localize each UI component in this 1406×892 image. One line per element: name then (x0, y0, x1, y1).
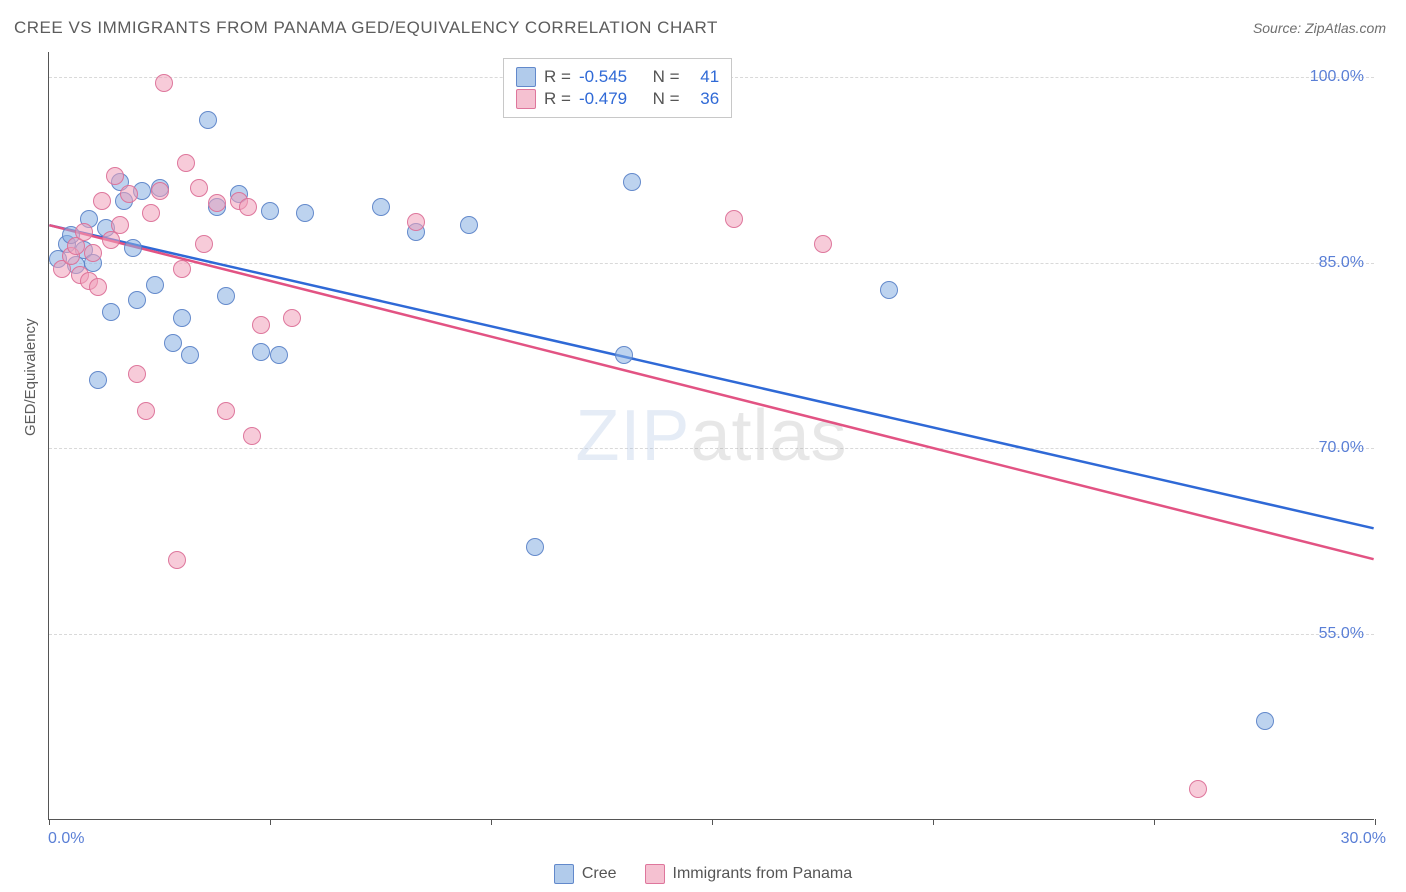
data-point (106, 167, 124, 185)
n-value: 36 (700, 89, 719, 109)
data-point (270, 346, 288, 364)
stats-box: R = -0.545 N = 41 R = -0.479 N = 36 (503, 58, 732, 118)
bottom-legend: Cree Immigrants from Panama (0, 864, 1406, 884)
data-point (84, 244, 102, 262)
x-tick (933, 819, 934, 825)
n-label: N = (653, 67, 680, 87)
stats-row: R = -0.545 N = 41 (516, 67, 719, 87)
x-tick (270, 819, 271, 825)
x-tick-label: 0.0% (48, 830, 84, 848)
gridline (49, 263, 1374, 264)
data-point (128, 291, 146, 309)
data-point (239, 198, 257, 216)
y-tick-label: 85.0% (1319, 254, 1364, 272)
data-point (199, 111, 217, 129)
data-point (252, 316, 270, 334)
data-point (208, 194, 226, 212)
data-point (93, 192, 111, 210)
data-point (128, 365, 146, 383)
data-point (177, 154, 195, 172)
data-point (89, 371, 107, 389)
watermark: ZIPatlas (575, 395, 847, 477)
data-point (164, 334, 182, 352)
data-point (725, 210, 743, 228)
data-point (168, 551, 186, 569)
legend-label: Cree (582, 865, 617, 883)
data-point (252, 343, 270, 361)
r-value: -0.479 (579, 89, 627, 109)
legend-item: Cree (554, 864, 617, 884)
x-tick (491, 819, 492, 825)
x-tick (1375, 819, 1376, 825)
x-tick (1154, 819, 1155, 825)
data-point (89, 278, 107, 296)
n-label: N = (653, 89, 680, 109)
n-value: 41 (700, 67, 719, 87)
legend-label: Immigrants from Panama (673, 865, 853, 883)
r-label: R = (544, 67, 571, 87)
trend-line (49, 225, 1373, 528)
data-point (407, 213, 425, 231)
data-point (155, 74, 173, 92)
data-point (814, 235, 832, 253)
gridline (49, 448, 1374, 449)
y-tick-label: 70.0% (1319, 439, 1364, 457)
data-point (173, 260, 191, 278)
legend-item: Immigrants from Panama (645, 864, 853, 884)
data-point (146, 276, 164, 294)
data-point (1189, 780, 1207, 798)
data-point (195, 235, 213, 253)
x-tick (49, 819, 50, 825)
chart-title: CREE VS IMMIGRANTS FROM PANAMA GED/EQUIV… (14, 18, 718, 38)
data-point (151, 182, 169, 200)
data-point (615, 346, 633, 364)
data-point (124, 239, 142, 257)
r-label: R = (544, 89, 571, 109)
data-point (526, 538, 544, 556)
gridline (49, 634, 1374, 635)
data-point (1256, 712, 1274, 730)
data-point (190, 179, 208, 197)
data-point (261, 202, 279, 220)
data-point (173, 309, 191, 327)
data-point (623, 173, 641, 191)
data-point (137, 402, 155, 420)
data-point (217, 287, 235, 305)
data-point (243, 427, 261, 445)
y-axis-label: GED/Equivalency (22, 318, 39, 436)
x-tick-label: 30.0% (1341, 830, 1386, 848)
data-point (75, 223, 93, 241)
y-tick-label: 55.0% (1319, 625, 1364, 643)
legend-swatch (516, 67, 536, 87)
legend-swatch (645, 864, 665, 884)
data-point (102, 303, 120, 321)
trend-line (49, 225, 1373, 559)
data-point (217, 402, 235, 420)
data-point (181, 346, 199, 364)
x-tick (712, 819, 713, 825)
data-point (142, 204, 160, 222)
data-point (296, 204, 314, 222)
r-value: -0.545 (579, 67, 627, 87)
data-point (372, 198, 390, 216)
plot-area: 55.0% 70.0% 85.0% 100.0% ZIPatlas R = -0.545 N… (48, 52, 1374, 820)
data-point (460, 216, 478, 234)
data-point (120, 185, 138, 203)
legend-swatch (516, 89, 536, 109)
legend-swatch (554, 864, 574, 884)
data-point (111, 216, 129, 234)
data-point (880, 281, 898, 299)
data-point (283, 309, 301, 327)
source-label: Source: ZipAtlas.com (1253, 20, 1386, 36)
stats-row: R = -0.479 N = 36 (516, 89, 719, 109)
y-tick-label: 100.0% (1310, 68, 1364, 86)
